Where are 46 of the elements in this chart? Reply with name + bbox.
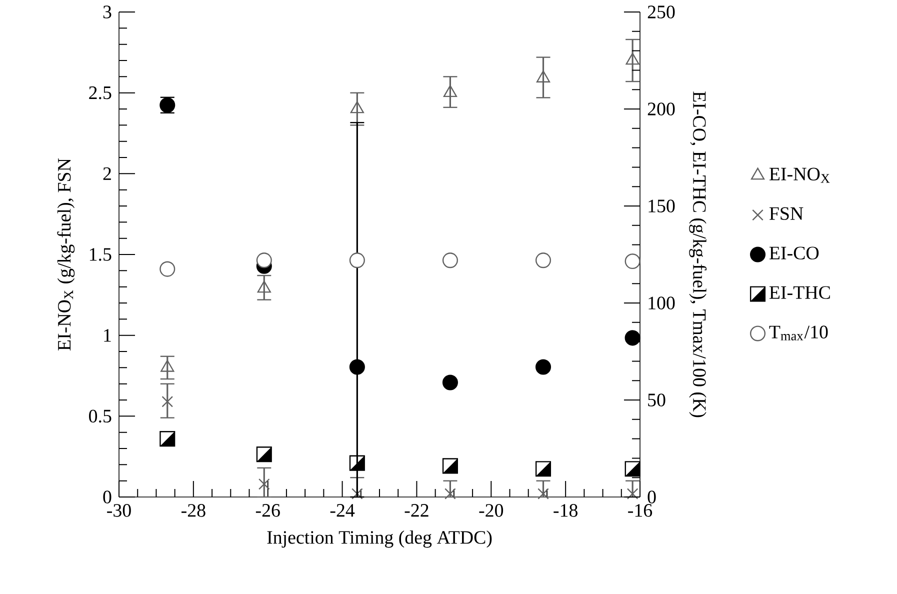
- point: [536, 70, 550, 82]
- y-tick-label: 2: [103, 167, 111, 180]
- point: [535, 359, 552, 375]
- y2-tick-label: 100: [648, 296, 675, 310]
- point: [626, 488, 638, 500]
- point: [444, 488, 456, 500]
- point: [162, 396, 174, 408]
- x-tick-label: -20: [479, 504, 504, 517]
- y2-tick-label: 150: [648, 200, 675, 212]
- x-tick-label: -22: [404, 504, 428, 517]
- x-axis-title: Injection Timing (deg ATDC): [267, 530, 492, 548]
- x-tick-label: -24: [330, 504, 355, 517]
- x-tick-label: -18: [554, 504, 578, 517]
- y2-tick-label: 50: [648, 394, 666, 406]
- point: [442, 374, 458, 390]
- y-axis-title: EI-NO$_{X}$ (g/kg-fuel), FSN: [57, 158, 75, 350]
- y-tick-label: 0.5: [89, 410, 112, 423]
- x-tick-label: -26: [256, 504, 280, 517]
- y-tick-label: 1: [104, 329, 111, 342]
- legend-label: FSN: [769, 207, 804, 220]
- y2-tick-label: 250: [648, 6, 675, 18]
- y-tick-label: 2.5: [89, 86, 112, 100]
- point: [443, 85, 458, 98]
- legend-label: EI-CO: [769, 246, 819, 260]
- point: [352, 488, 363, 500]
- point: [350, 101, 364, 114]
- point: [349, 252, 365, 268]
- point: [258, 478, 270, 490]
- y-tick-label: 3: [103, 6, 112, 18]
- x-tick-label: -28: [182, 504, 206, 517]
- point: [626, 52, 640, 65]
- legend-label: EI-NO$_{X}$: [769, 168, 830, 183]
- x-tick-label: -30: [107, 504, 131, 517]
- point: [538, 488, 549, 500]
- y-tick-label: 1.5: [90, 248, 112, 261]
- y-tick-label: 0: [103, 490, 112, 504]
- point: [160, 360, 174, 372]
- point: [624, 330, 640, 346]
- y2-axis-title: EI-CO, EI-THC (g/kg-fuel), Tmax/100 (K): [689, 92, 707, 418]
- point: [257, 280, 271, 293]
- point: [256, 252, 272, 268]
- legend-label: EI-THC: [769, 286, 830, 299]
- x-tick-label: -16: [628, 504, 652, 517]
- y2-tick-label: 200: [648, 102, 675, 116]
- y2-tick-label: 0: [648, 490, 656, 504]
- legend-label: T$_{max}$/10: [769, 326, 828, 340]
